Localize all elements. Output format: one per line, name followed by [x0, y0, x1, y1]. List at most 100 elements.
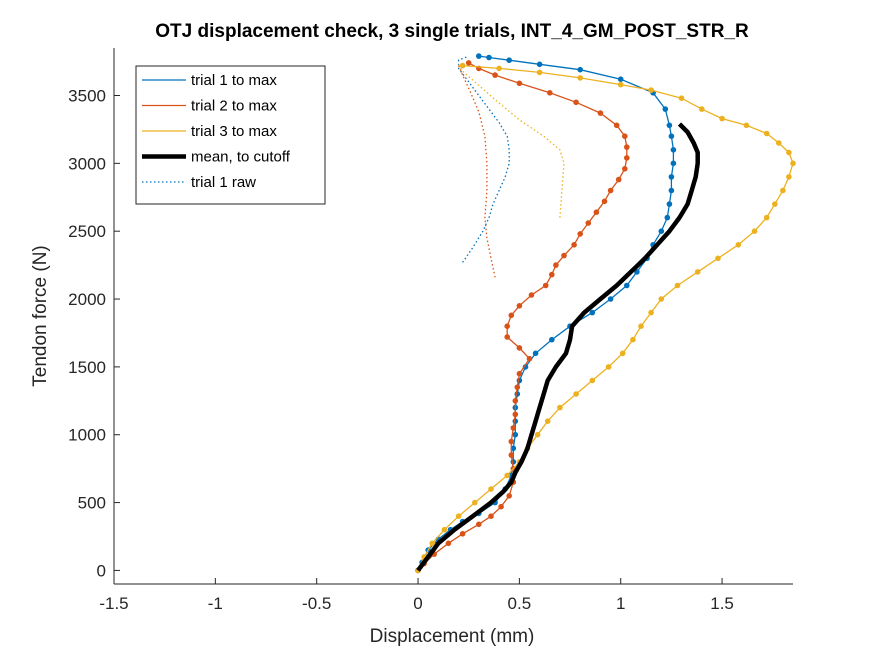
- series-line-5: [458, 65, 496, 278]
- data-point: [472, 499, 478, 506]
- y-tick-label: 0: [97, 561, 106, 580]
- x-tick-label: -1.5: [99, 594, 128, 613]
- series-layer: [415, 53, 796, 574]
- data-point: [504, 323, 511, 330]
- data-point: [508, 438, 515, 445]
- data-point: [516, 80, 523, 87]
- data-point: [516, 345, 523, 351]
- data-point: [617, 81, 624, 88]
- data-point: [492, 72, 498, 78]
- data-point: [549, 271, 555, 278]
- data-point: [638, 323, 644, 330]
- data-point: [619, 350, 626, 357]
- data-point: [658, 296, 665, 302]
- data-point: [666, 201, 673, 207]
- data-point: [465, 60, 472, 66]
- data-point: [459, 531, 466, 537]
- legend-box: [135, 65, 326, 205]
- x-tick-label: 0.5: [508, 594, 532, 613]
- data-point: [615, 176, 622, 183]
- data-point: [648, 87, 654, 93]
- data-point: [514, 391, 521, 397]
- data-point: [573, 391, 579, 397]
- data-point: [542, 282, 549, 289]
- data-point: [589, 309, 596, 316]
- data-point: [664, 214, 671, 221]
- data-point: [622, 166, 628, 172]
- data-point: [536, 61, 543, 68]
- data-point: [510, 459, 517, 465]
- data-point: [597, 110, 604, 116]
- y-tick-label: 3000: [68, 154, 106, 173]
- data-point: [429, 540, 436, 547]
- legend-label: trial 3 to max: [191, 123, 277, 140]
- data-point: [488, 513, 494, 519]
- data-point: [735, 242, 742, 248]
- data-point: [601, 198, 608, 205]
- data-point: [622, 133, 628, 139]
- data-point: [593, 209, 600, 215]
- data-point: [607, 187, 614, 194]
- data-point: [668, 174, 675, 180]
- y-tick-label: 500: [78, 494, 106, 513]
- data-point: [613, 122, 620, 129]
- data-point: [624, 144, 630, 150]
- data-point: [476, 53, 482, 59]
- data-point: [512, 411, 519, 418]
- data-point: [624, 155, 630, 161]
- series-line-2: [417, 64, 794, 571]
- data-point: [512, 418, 519, 425]
- y-tick-label: 2500: [68, 222, 106, 241]
- legend-entries: trial 1 to max trial 2 to max trial 3 to m…: [142, 72, 291, 191]
- data-point: [504, 334, 511, 340]
- x-tick-label: 1: [616, 594, 625, 613]
- data-point: [573, 99, 579, 106]
- data-point: [508, 312, 515, 319]
- data-point: [459, 62, 466, 69]
- x-axis-label: Displacement (mm): [370, 626, 535, 647]
- data-point: [668, 133, 675, 139]
- data-point: [547, 90, 553, 96]
- data-point: [585, 220, 592, 226]
- data-point: [763, 130, 770, 137]
- data-point: [508, 452, 515, 458]
- y-axis-label: Tendon force (N): [30, 245, 51, 387]
- legend: trial 1 to max trial 2 to max trial 3 to m…: [135, 65, 326, 205]
- data-point: [662, 106, 669, 112]
- x-tick-label: -0.5: [302, 594, 331, 613]
- data-point: [674, 282, 681, 289]
- data-point: [534, 431, 541, 438]
- data-point: [786, 174, 792, 180]
- data-point: [719, 115, 725, 122]
- legend-label: mean, to cutoff: [191, 149, 291, 166]
- data-point: [630, 336, 636, 343]
- data-point: [577, 66, 583, 73]
- data-point: [514, 384, 521, 391]
- data-point: [678, 95, 685, 101]
- data-point: [553, 262, 559, 268]
- data-point: [486, 54, 492, 61]
- data-point: [648, 309, 654, 316]
- data-point: [522, 364, 529, 370]
- data-point: [605, 364, 612, 370]
- data-point: [557, 404, 563, 411]
- data-point: [670, 160, 677, 167]
- y-tick-label: 1500: [68, 358, 106, 377]
- data-point: [624, 282, 630, 289]
- data-point: [743, 122, 750, 129]
- data-point: [577, 231, 583, 237]
- data-point: [512, 431, 519, 438]
- data-point: [751, 228, 758, 234]
- data-point: [512, 398, 519, 404]
- data-point: [715, 255, 721, 262]
- x-tick-label: 1.5: [710, 594, 734, 613]
- data-point: [445, 540, 452, 547]
- data-point: [506, 493, 512, 499]
- data-point: [504, 472, 511, 479]
- data-point: [776, 140, 782, 146]
- x-tick-label: -1: [208, 594, 223, 613]
- data-point: [670, 147, 677, 153]
- data-point: [666, 122, 673, 129]
- data-point: [455, 513, 462, 519]
